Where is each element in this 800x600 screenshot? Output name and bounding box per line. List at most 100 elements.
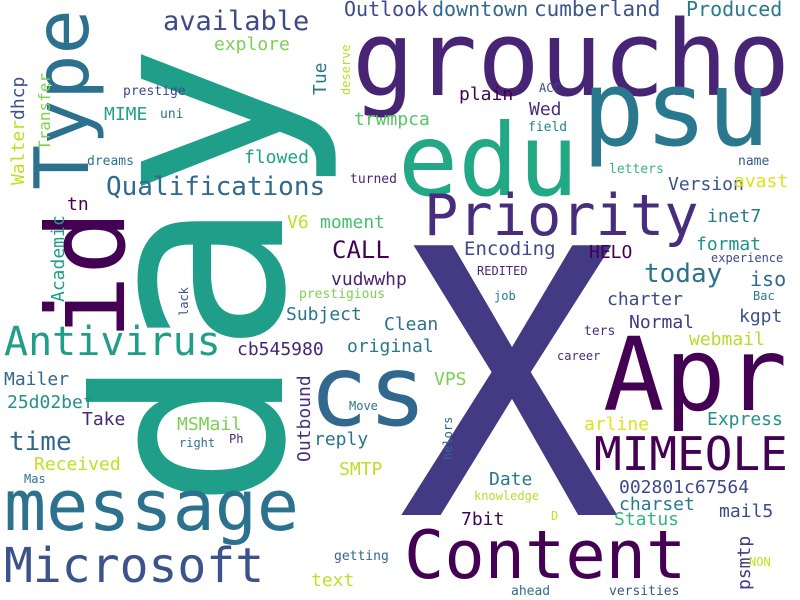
word: plain [459, 84, 513, 105]
word: SMTP [339, 459, 383, 480]
word: knowledge [474, 489, 539, 503]
word: kgpt [739, 306, 782, 327]
word: Express [707, 409, 783, 430]
word: Outbound [294, 375, 315, 462]
word: Encoding [464, 238, 556, 260]
word: MIME [104, 104, 147, 125]
word: Mas [24, 472, 46, 486]
word: psu [582, 48, 770, 170]
word: job [494, 289, 516, 303]
word: Transfer [35, 73, 54, 150]
word: moment [320, 212, 385, 233]
word: Clean [384, 314, 438, 335]
word: edu [398, 102, 579, 219]
word: explore [214, 34, 290, 55]
word: turned [350, 172, 397, 187]
word: name [738, 154, 769, 169]
word: downtown [432, 0, 528, 21]
word: Bac [753, 289, 775, 303]
word: Qualifications [106, 172, 325, 202]
word: NON [749, 555, 771, 569]
word: message [4, 465, 299, 547]
word: getting [334, 549, 389, 564]
word: reply [314, 429, 368, 450]
word: right [179, 436, 215, 450]
word: field [528, 120, 567, 135]
word: prestigious [299, 287, 385, 302]
word: psmtp [734, 536, 755, 590]
word: helors [441, 417, 455, 460]
word: charset [619, 494, 695, 515]
word: tn [67, 194, 89, 215]
word: Normal [629, 312, 694, 333]
word: X [398, 173, 621, 600]
word: cumberland [534, 0, 660, 21]
word: HELO [589, 242, 632, 263]
word: Outlook [344, 0, 428, 21]
word: Priority [424, 183, 699, 249]
word: trwmpca [354, 109, 430, 130]
word: Wed [529, 99, 562, 120]
word: experience [711, 251, 783, 265]
word: Take [82, 409, 125, 430]
word: 25d02bef [7, 392, 94, 413]
word: prestige [123, 84, 186, 99]
word: Content [404, 516, 686, 594]
word: Academic [48, 215, 69, 302]
word: Ph [229, 432, 243, 446]
word: iso [750, 267, 786, 291]
word: Type [18, 9, 106, 190]
word: flowed [244, 147, 309, 168]
word: ACC [539, 81, 561, 95]
word: Subject [286, 304, 362, 325]
word: Version [668, 174, 744, 195]
word: id [25, 210, 150, 340]
word: 002801c67564 [619, 477, 749, 498]
word: CALL [332, 236, 390, 264]
word: VPS [434, 369, 467, 390]
word: time [9, 427, 72, 457]
word: available [163, 6, 309, 37]
word: today [644, 259, 722, 289]
word: arline [584, 414, 649, 435]
word: Antivirus [4, 319, 221, 365]
word: career [557, 349, 600, 363]
word: ahead [511, 584, 550, 599]
word: cb545980 [237, 339, 324, 360]
word: Date [489, 469, 532, 490]
word: Tue [310, 62, 331, 95]
word: Walter [8, 120, 29, 185]
word: groucho [352, 0, 790, 120]
word: avast [734, 171, 788, 192]
word: charter [607, 289, 683, 310]
word: lack [177, 286, 191, 316]
word: MSMail [177, 414, 242, 435]
word: letters [609, 162, 664, 177]
word: Move [349, 399, 378, 413]
word: ters [584, 324, 615, 339]
word: Status [614, 509, 679, 530]
word: Apr [603, 316, 787, 435]
word: versities [609, 584, 679, 599]
word: format [696, 234, 761, 255]
word: V6 [287, 212, 309, 233]
word: day [43, 44, 343, 510]
word: cs [309, 335, 427, 449]
word: webmail [689, 329, 765, 350]
word: Produced [686, 0, 782, 21]
word: Received [34, 454, 121, 475]
word: original [347, 336, 434, 357]
word: inet7 [707, 206, 761, 227]
word: deserve [339, 44, 353, 95]
word: Mailer [4, 369, 69, 390]
word: MIMEOLE [594, 427, 788, 481]
word: uni [160, 107, 183, 122]
word: dreams [87, 154, 134, 169]
word: Microsoft [4, 538, 264, 594]
word: text [311, 570, 354, 591]
word: REDITED [477, 264, 528, 278]
word: 7bit [461, 509, 504, 530]
word: vudwwhp [331, 269, 407, 290]
